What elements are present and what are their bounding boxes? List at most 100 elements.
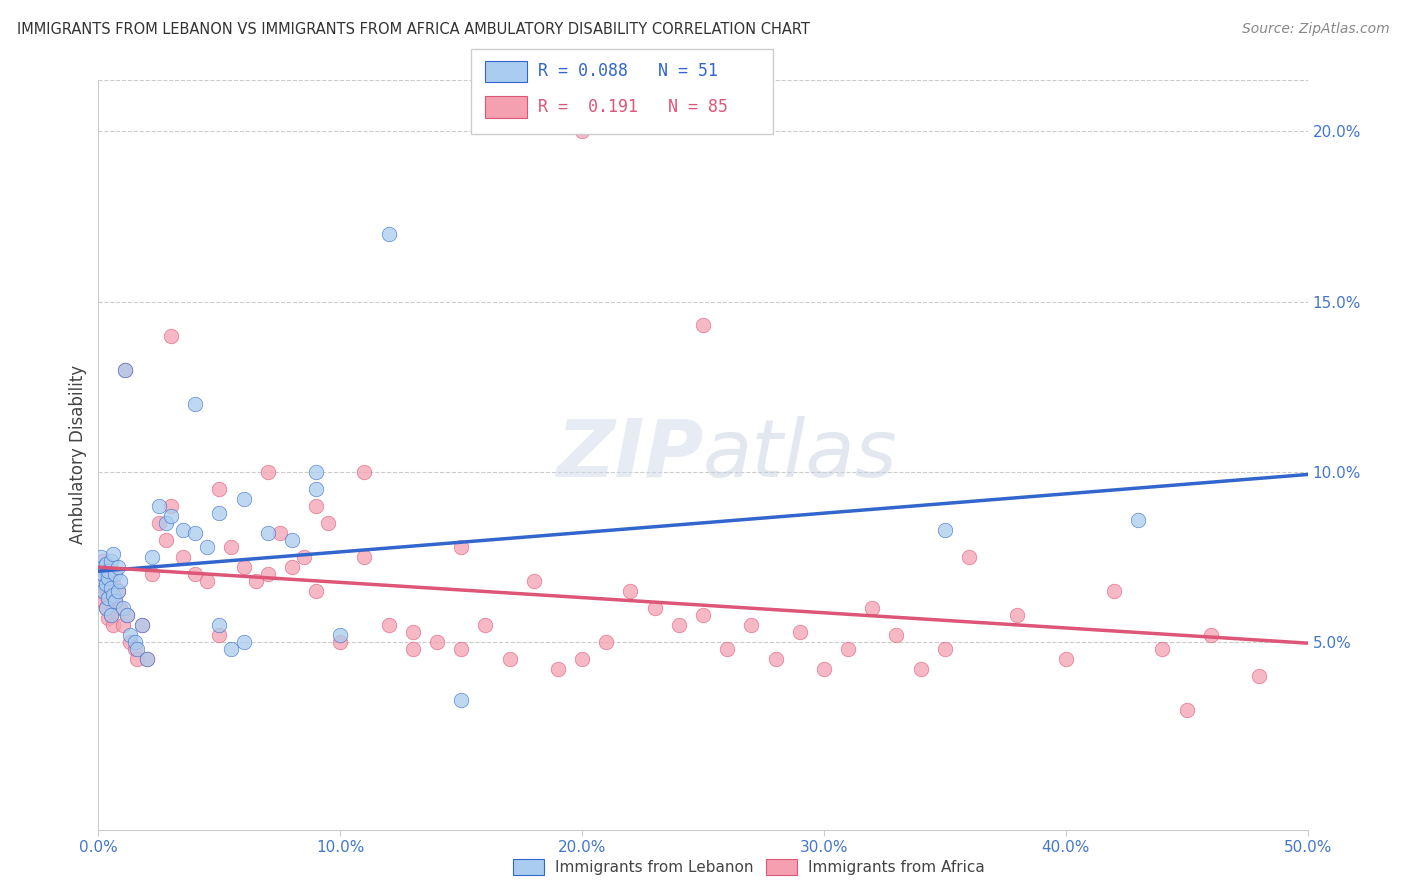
Point (114, 363, 136, 377)
Point (450, 642, 472, 657)
Point (94, 601, 117, 615)
Point (316, 516, 339, 530)
Point (107, 560, 129, 574)
Point (934, 523, 956, 537)
Text: Immigrants from Africa: Immigrants from Africa (808, 860, 986, 874)
Point (131, 618, 153, 632)
Point (256, 567, 278, 582)
Point (450, 693, 472, 707)
Point (1054, 652, 1077, 666)
Point (91, 553, 114, 567)
Point (155, 516, 177, 530)
Point (692, 607, 714, 622)
Point (281, 533, 304, 547)
Point (107, 584, 129, 599)
Text: Source: ZipAtlas.com: Source: ZipAtlas.com (1241, 22, 1389, 37)
Point (160, 328, 183, 343)
Point (547, 663, 569, 677)
Point (426, 635, 449, 649)
Point (90, 564, 112, 578)
Text: Immigrants from Lebanon: Immigrants from Lebanon (555, 860, 754, 874)
Point (117, 607, 139, 622)
Point (135, 652, 157, 666)
Point (97, 564, 120, 578)
Point (329, 635, 352, 649)
Point (292, 550, 315, 565)
Point (104, 594, 127, 608)
Point (108, 601, 131, 615)
Point (498, 652, 520, 666)
Point (837, 642, 859, 657)
Point (160, 499, 183, 513)
Point (111, 601, 134, 615)
Point (1007, 607, 1029, 622)
Point (111, 618, 134, 632)
Point (184, 397, 207, 411)
Point (195, 574, 218, 588)
Point (765, 652, 787, 666)
Point (256, 465, 278, 479)
Point (644, 601, 666, 615)
Point (117, 607, 139, 622)
Point (305, 465, 328, 479)
Point (860, 601, 883, 615)
Point (127, 642, 149, 657)
Point (91, 567, 114, 582)
Point (100, 607, 122, 622)
Text: R = 0.088   N = 51: R = 0.088 N = 51 (538, 62, 718, 80)
Point (353, 550, 375, 565)
Point (91, 574, 114, 588)
Point (104, 567, 127, 582)
Point (101, 577, 124, 591)
Point (886, 628, 908, 642)
Point (221, 540, 243, 554)
Text: R =  0.191   N = 85: R = 0.191 N = 85 (538, 98, 728, 116)
Point (1102, 584, 1125, 599)
Point (595, 635, 617, 649)
Point (353, 465, 375, 479)
Point (232, 635, 254, 649)
Point (107, 584, 129, 599)
Point (305, 499, 328, 513)
Point (1128, 513, 1150, 527)
Point (208, 482, 231, 496)
Point (141, 550, 163, 565)
Point (97, 570, 120, 584)
Point (329, 628, 352, 642)
Point (127, 652, 149, 666)
Point (91, 584, 114, 599)
Point (281, 560, 304, 574)
Point (94, 577, 117, 591)
Point (740, 618, 762, 632)
Point (141, 567, 163, 582)
Point (172, 550, 194, 565)
Point (184, 526, 207, 541)
Point (97, 591, 120, 605)
Point (1199, 628, 1222, 642)
Point (118, 635, 141, 649)
Point (195, 540, 218, 554)
Point (155, 533, 177, 547)
Point (571, 124, 593, 138)
Point (1249, 669, 1271, 683)
Point (172, 523, 194, 537)
Point (148, 499, 170, 513)
Point (377, 227, 399, 241)
Point (124, 635, 146, 649)
Point (377, 618, 399, 632)
Point (97, 591, 120, 605)
Point (100, 553, 122, 567)
Text: IMMIGRANTS FROM LEBANON VS IMMIGRANTS FROM AFRICA AMBULATORY DISABILITY CORRELAT: IMMIGRANTS FROM LEBANON VS IMMIGRANTS FR… (17, 22, 810, 37)
Point (305, 584, 328, 599)
Y-axis label: Ambulatory Disability: Ambulatory Disability (69, 366, 87, 544)
Point (91, 560, 114, 574)
Point (184, 567, 207, 582)
Point (124, 642, 146, 657)
Point (232, 560, 254, 574)
Point (692, 318, 714, 333)
Point (90, 584, 112, 599)
Point (100, 567, 122, 582)
Text: atlas: atlas (703, 416, 898, 494)
Point (100, 607, 122, 622)
Point (90, 550, 112, 565)
